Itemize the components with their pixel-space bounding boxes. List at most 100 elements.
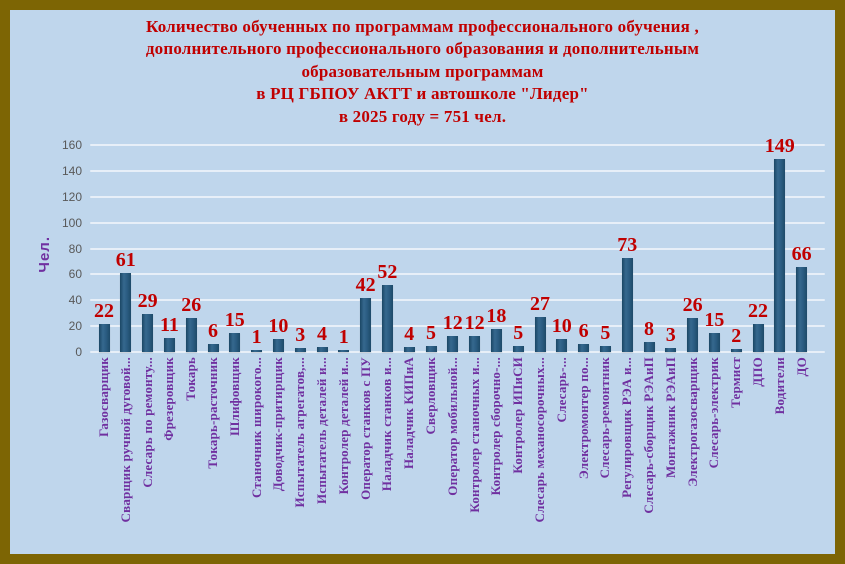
category-label: Слесарь механосорочных... [532,357,547,523]
value-label: 2 [731,325,742,348]
value-label: 6 [208,320,218,343]
category-label: Слесарь по ремонту... [139,357,155,488]
gridline [90,169,825,172]
category-label: Оператор станков с ПУ [357,357,373,500]
category-label: Оператор мобильной... [444,357,460,496]
category-label: Доводчик-притирщик [270,357,286,492]
category-label: Слесарь-... [553,357,569,423]
y-tick-label: 160 [61,138,82,152]
bar [687,318,699,352]
category-label: Регулировщик РЭА и... [619,357,635,498]
gridline [90,247,825,250]
category-label: Токарь [183,357,199,401]
category-label: Монтажник РЭАиП [662,357,678,479]
value-label: 27 [530,293,550,316]
value-label: 11 [159,313,179,336]
value-label: 66 [791,242,812,265]
gridline [90,273,825,276]
value-label: 61 [115,249,136,272]
title-line-4: в РЦ ГБПОУ АКТТ и автошколе "Лидер" [256,84,589,104]
category-label: ДО [793,357,809,377]
category-label: Слесарь-сборщик РЭАиП [641,357,656,514]
value-label: 22 [748,299,768,322]
bar [665,348,677,352]
bar [752,323,764,352]
value-label: 10 [551,315,572,338]
bar [512,345,524,352]
bar [185,318,197,352]
bar [621,257,633,352]
y-tick-label: 20 [68,319,82,334]
bar [381,284,393,352]
bar [272,339,284,352]
y-tick-label: 140 [61,163,82,178]
value-label: 42 [355,273,376,296]
category-label: Водители [771,357,787,415]
value-label: 8 [644,317,654,340]
value-label: 149 [764,135,795,158]
bar [534,317,546,352]
bar [251,350,263,352]
category-label: Испытатель деталей и... [314,357,329,504]
bar [578,344,590,352]
value-label: 3 [665,324,676,347]
bar [142,314,154,352]
value-label: 73 [617,233,638,256]
value-label: 10 [268,315,289,338]
value-label: 12 [442,312,463,335]
bar [163,337,175,352]
category-label: Контролер деталей и... [335,357,351,495]
category-label: ДПО [750,357,765,387]
category-label: Фрезеровщик [161,357,177,441]
bar [425,345,437,352]
value-label: 5 [426,321,436,344]
chart-title: Количество обученных по программам профе… [10,16,835,128]
category-label: Станочник широкого... [248,357,264,499]
value-label: 26 [682,294,703,317]
bar [469,336,481,352]
gridline [90,325,825,328]
title-line-3: образовательным программам [301,61,544,81]
value-label: 26 [181,294,202,317]
value-label: 22 [94,299,114,322]
bar [730,349,742,352]
category-label: Контролер сборочно-... [488,357,504,496]
category-label: Слесарь-электрик [706,357,722,469]
bar [796,266,808,352]
bar [774,159,786,352]
category-label: Термист [728,357,744,408]
value-label: 4 [317,322,327,345]
bar [447,336,459,352]
category-label: Наладчик станков и... [379,357,395,492]
bar [229,332,241,352]
y-tick-label: 40 [68,293,82,308]
category-label: Сверловщик [423,357,438,435]
value-label: 3 [295,324,306,347]
category-label: Испытатель агрегатов,... [292,357,308,508]
bar [120,273,132,352]
bar [316,346,328,352]
y-tick-label: 60 [68,267,82,282]
bar [294,348,306,352]
category-label: Газосварщик [96,357,111,437]
category-label: Слесарь-ремонтник [597,357,613,479]
value-label: 15 [224,308,245,331]
value-label: 12 [464,312,485,335]
bar [599,345,611,352]
gridline [90,299,825,302]
value-label: 1 [338,326,349,348]
value-label: 15 [704,308,725,331]
bar [207,344,219,352]
value-label: 6 [578,320,589,343]
bar [556,339,568,352]
y-tick-label: 120 [61,189,82,204]
category-label: Токарь-расточник [205,357,220,469]
gridline [90,195,825,198]
bar [338,350,350,352]
bar [360,297,372,352]
title-line-5: в 2025 году = 751 чел. [338,106,507,126]
bar [490,328,502,352]
gridline [90,351,825,353]
category-label: Шлифовщик [226,357,242,437]
